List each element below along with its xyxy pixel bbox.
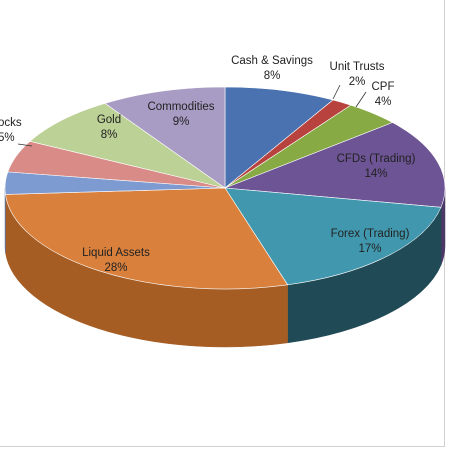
pie-slice-commodities[interactable]: [104, 86, 226, 189]
data-label-name-cpf: CPF: [372, 81, 395, 93]
data-labels: Cash & Savings 8% Unit Trusts 2% CPF 4% CFDs (…: [0, 55, 416, 274]
data-label-value-ocks: 5%: [0, 132, 15, 144]
data-label-value-cpf: 4%: [375, 96, 392, 108]
data-label-name-liquid-assets: Liquid Assets: [82, 247, 150, 259]
data-label-name-commodities: Commodities: [147, 101, 214, 113]
leader-line-unit-trusts: [332, 84, 341, 100]
data-label-name-forex-trading: Forex (Trading): [331, 228, 410, 240]
data-label-name-cash-savings: Cash & Savings: [231, 55, 313, 67]
data-label-value-unit-trusts: 2%: [349, 76, 366, 88]
pie-slice-liquid-assets[interactable]: [5, 187, 289, 290]
data-label-value-gold: 8%: [101, 129, 118, 141]
leader-line-cpf: [355, 91, 367, 108]
pie-slice-forex-trading[interactable]: [224, 187, 442, 286]
data-label-name-cfds-trading: CFDs (Trading): [337, 153, 416, 165]
leader-line-ocks: [17, 143, 33, 147]
pie-slice-cfds-trading[interactable]: [224, 122, 446, 208]
pie-slice-gold[interactable]: [29, 103, 226, 189]
data-label-value-forex-trading: 17%: [358, 243, 381, 255]
pie-slice-cash-savings[interactable]: [224, 86, 334, 189]
data-label-value-cash-savings: 8%: [264, 70, 281, 82]
data-label-name-ocks: ocks: [0, 117, 22, 129]
pie-slices: [4, 86, 446, 290]
leader-lines: [17, 84, 367, 147]
data-label-value-commodities: 9%: [173, 116, 190, 128]
data-label-name-gold: Gold: [97, 114, 121, 126]
data-label-value-cfds-trading: 14%: [364, 168, 387, 180]
data-label-name-unit-trusts: Unit Trusts: [330, 61, 385, 73]
data-label-value-liquid-assets: 28%: [104, 262, 127, 274]
